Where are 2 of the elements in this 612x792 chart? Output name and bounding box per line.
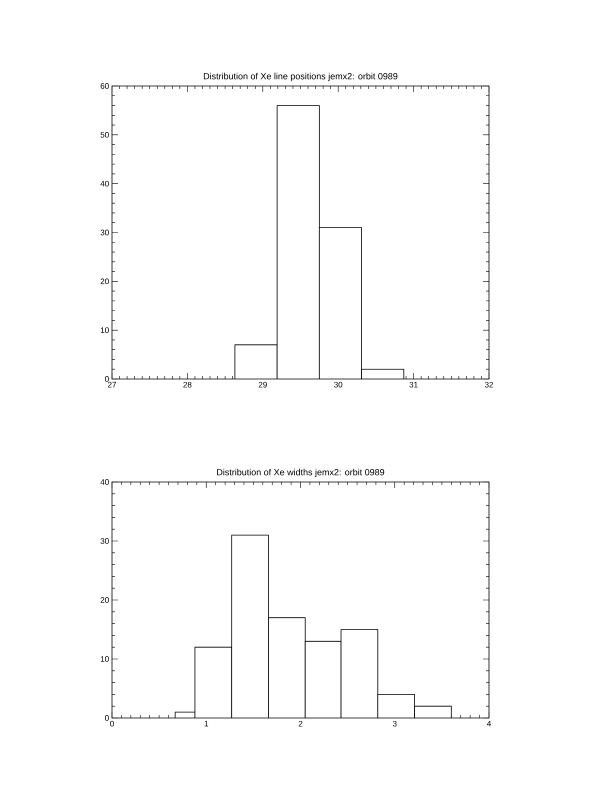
chart-title: Distribution of Xe widths jemx2: orbit 0989 [217, 468, 384, 478]
chart-title: Distribution of Xe line positions jemx2: orbit 0989 [204, 72, 398, 82]
